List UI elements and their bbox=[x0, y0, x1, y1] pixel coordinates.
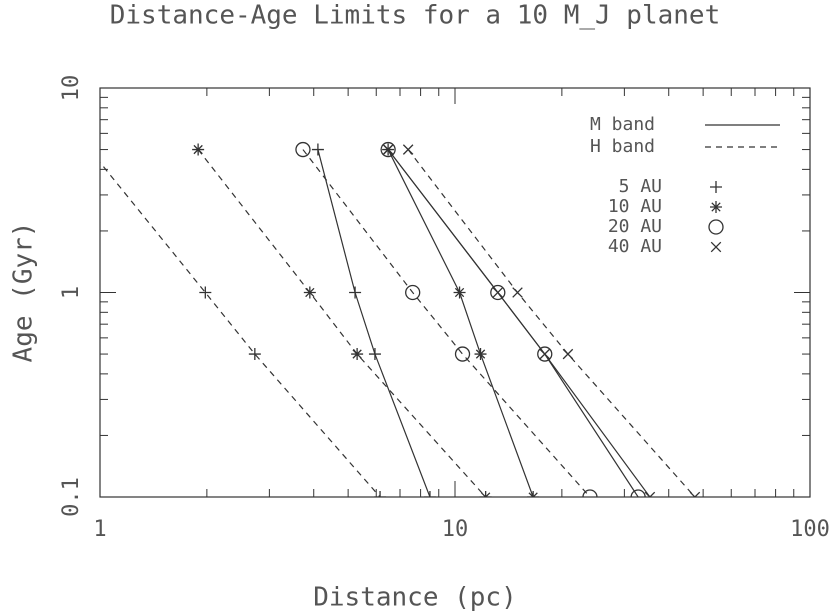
point-marker bbox=[248, 348, 261, 361]
point-marker bbox=[512, 287, 523, 298]
legend-symbol bbox=[710, 201, 722, 213]
y-axis-label: Age (Gyr) bbox=[9, 222, 39, 363]
point-marker bbox=[368, 348, 381, 361]
point-marker bbox=[199, 286, 212, 299]
x-tick-label: 100 bbox=[790, 517, 830, 542]
point-marker bbox=[423, 491, 436, 497]
legend-label: H band bbox=[590, 136, 655, 157]
point-marker bbox=[630, 489, 646, 497]
point-marker bbox=[537, 346, 553, 362]
point-marker bbox=[454, 346, 471, 362]
point-marker bbox=[479, 491, 492, 497]
series-line bbox=[407, 149, 696, 497]
point-marker bbox=[374, 491, 387, 497]
point-marker bbox=[402, 144, 414, 155]
point-marker bbox=[689, 491, 701, 497]
series-line bbox=[197, 149, 487, 497]
series-line bbox=[317, 149, 431, 497]
plot-area bbox=[84, 141, 701, 497]
legend-label: M band bbox=[590, 114, 655, 135]
legend-label: 10 AU bbox=[608, 196, 662, 217]
series-line bbox=[387, 149, 639, 497]
point-marker bbox=[582, 489, 598, 497]
point-marker bbox=[84, 144, 96, 156]
x-tick-label: 10 bbox=[442, 517, 469, 542]
point-marker bbox=[490, 284, 506, 301]
point-marker bbox=[295, 141, 311, 158]
chart-title: Distance-Age Limits for a 10 M_J planet bbox=[110, 1, 720, 31]
series-line bbox=[100, 161, 381, 497]
legend-label: 20 AU bbox=[608, 216, 662, 237]
x-tick-label: 1 bbox=[93, 517, 106, 542]
point-marker bbox=[539, 348, 551, 360]
legend-label: 5 AU bbox=[619, 176, 662, 197]
series-line bbox=[387, 149, 651, 497]
point-marker bbox=[644, 491, 656, 497]
legend-symbol bbox=[708, 219, 724, 235]
series-line bbox=[387, 149, 534, 497]
point-marker bbox=[351, 348, 364, 361]
x-axis-label: Distance (pc) bbox=[313, 583, 517, 613]
point-marker bbox=[192, 143, 205, 156]
point-marker bbox=[311, 143, 324, 156]
point-marker bbox=[453, 286, 466, 299]
point-marker bbox=[562, 348, 574, 360]
series-line bbox=[302, 149, 591, 497]
y-tick-label: 10 bbox=[59, 75, 84, 102]
legend-label: 40 AU bbox=[608, 236, 662, 257]
point-marker bbox=[405, 284, 421, 301]
point-marker bbox=[492, 287, 504, 298]
legend-symbol bbox=[710, 181, 722, 193]
point-marker bbox=[303, 286, 316, 299]
y-tick-label: 1 bbox=[59, 286, 84, 299]
legend-symbol bbox=[710, 241, 722, 253]
point-marker bbox=[474, 348, 487, 361]
y-tick-label: 0.1 bbox=[59, 477, 84, 517]
point-marker bbox=[527, 491, 540, 497]
point-marker bbox=[380, 141, 396, 158]
point-marker bbox=[382, 144, 394, 155]
point-marker bbox=[349, 286, 362, 299]
